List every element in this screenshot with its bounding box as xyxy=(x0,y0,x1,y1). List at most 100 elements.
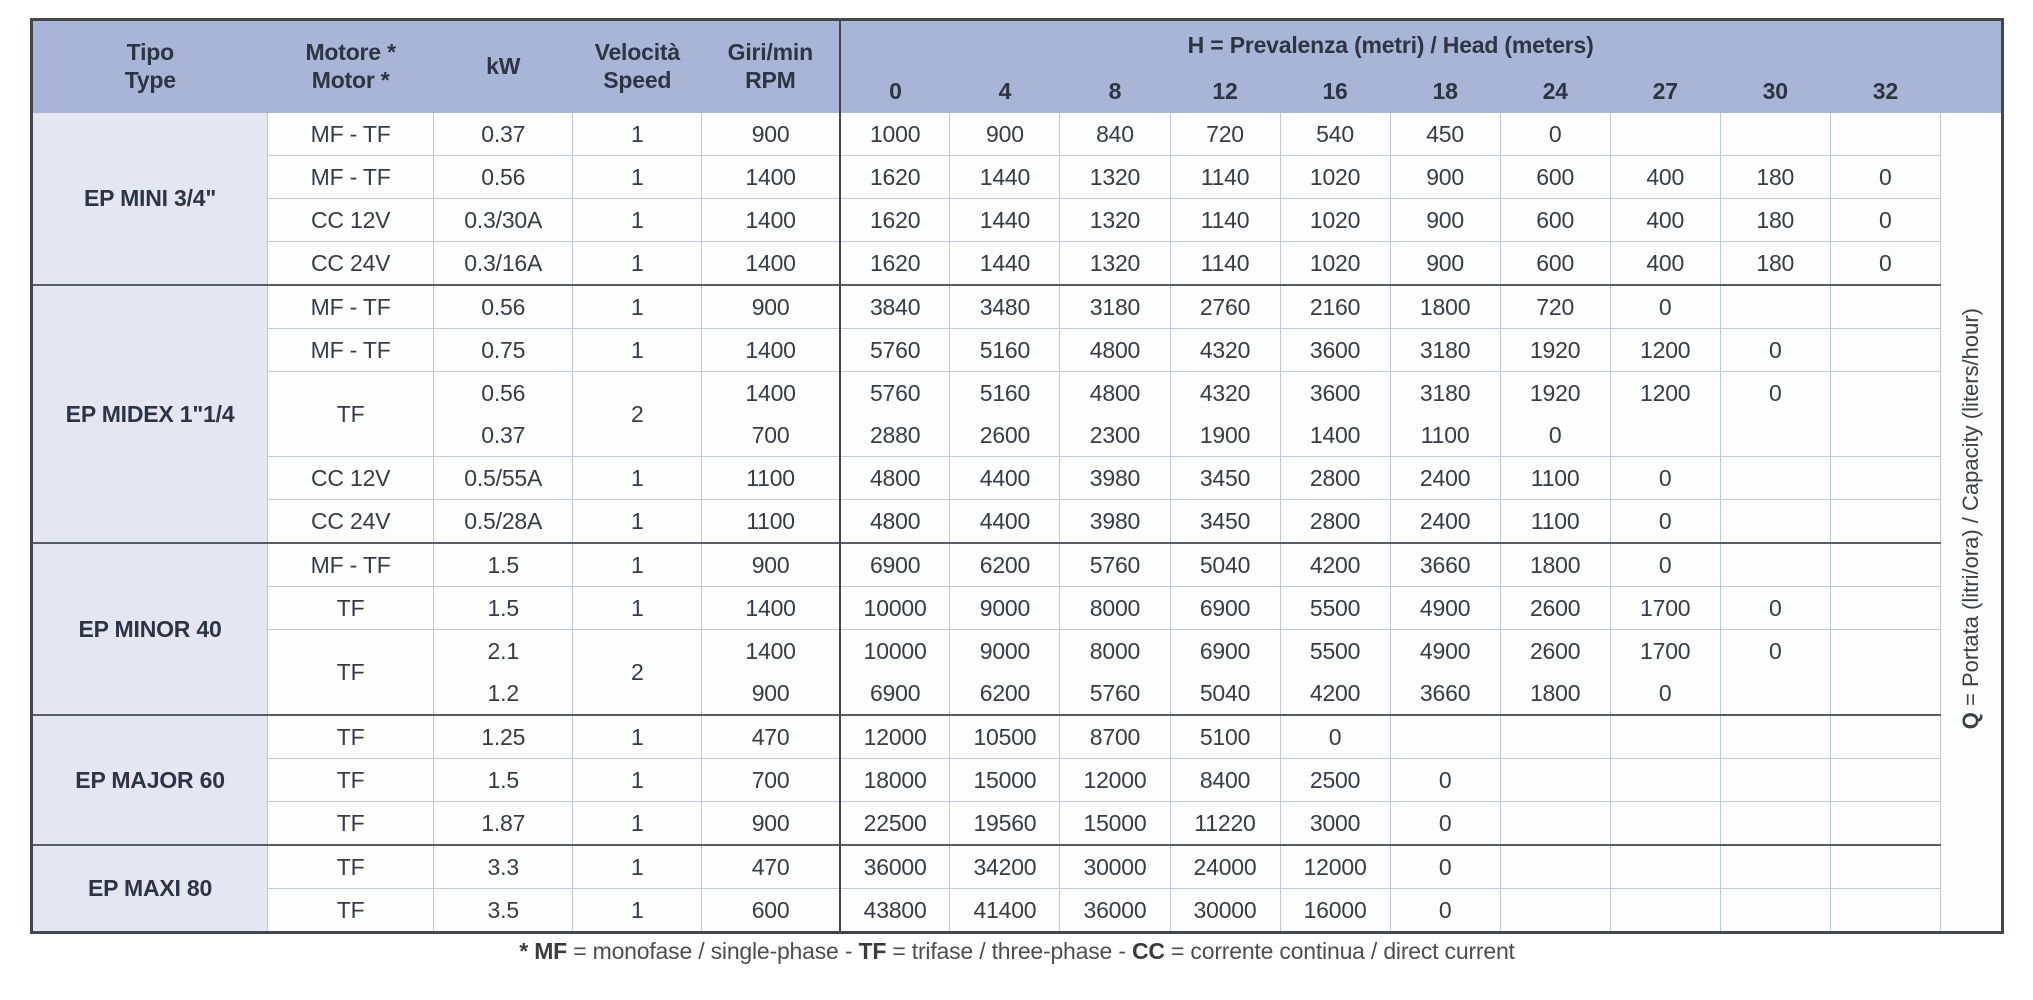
q-value-cell: 900 xyxy=(1389,241,1501,286)
q-value-cell: 6900 xyxy=(838,542,950,587)
h-value: 8 xyxy=(1059,71,1170,113)
col-header-giri-en: RPM xyxy=(745,67,796,93)
speed-cell: 1 xyxy=(572,241,702,286)
motor-cell: TF xyxy=(267,629,434,716)
table-row: EP MAJOR 60 TF 1.25 1 470 12000 10500 8700 5100 0 xyxy=(31,714,2003,846)
motor-cell: MF - TF xyxy=(267,328,434,372)
q-value-cell: 1100 xyxy=(1499,456,1611,500)
q-value-cell: 4200 xyxy=(1279,542,1391,587)
q-value-cell: 3480 xyxy=(949,284,1060,329)
q-axis-label: Q = Portata (litri/ora) / Capacity (lite… xyxy=(1958,308,1984,729)
q-value-cell: 4800 xyxy=(1059,328,1170,372)
q-value-cell xyxy=(1719,672,1831,716)
q-value-cell xyxy=(1829,414,1941,457)
col-header-giri-it: Giri/min xyxy=(727,39,814,66)
motor-cell: MF - TF xyxy=(267,284,434,329)
speed-cell: 1 xyxy=(572,586,702,630)
q-value-cell xyxy=(1829,328,1941,372)
table-row: TF 3.5 1 600 43800 41400 36000 30000 16000 0 xyxy=(32,888,2003,933)
q-value-cell: 8700 xyxy=(1059,714,1170,759)
q-value-cell: 0 xyxy=(1829,241,1941,286)
q-value-cell: 3660 xyxy=(1389,672,1501,716)
motor-cell: MF - TF xyxy=(267,113,434,156)
table-row: TF 1.5 1 700 18000 15000 12000 8400 2500 0 xyxy=(32,758,2003,802)
q-value-cell: 18000 xyxy=(838,758,950,802)
q-value-cell: 0 xyxy=(1719,328,1831,372)
rpm-cell: 900 xyxy=(701,542,840,587)
q-value-cell: 34200 xyxy=(949,844,1060,889)
q-value-cell: 0 xyxy=(1609,284,1721,329)
rpm-cell: 900 xyxy=(701,801,840,846)
footnote: * MF = monofase / single-phase - TF = tr… xyxy=(30,938,2004,965)
q-value-cell: 4900 xyxy=(1389,586,1501,630)
table-row: EP MIDEX 1"1/4 MF - TF 0.56 1 900 3840 3480 318… xyxy=(31,284,2003,544)
q-value-cell: 3180 xyxy=(1389,328,1501,372)
q-value-cell: 3980 xyxy=(1059,499,1170,544)
q-value-cell xyxy=(1829,801,1941,846)
kw-cell: 0.56 xyxy=(433,284,573,329)
table-row: MF - TF 0.75 1 1400 5760 5160 4800 4320 3600 3180… xyxy=(32,328,2003,372)
rpm-cell: 1400 xyxy=(701,155,840,199)
kw-cell: 0.37 xyxy=(433,113,573,156)
q-value-cell: 0 xyxy=(1499,414,1611,457)
col-header-velocita-it: Velocità xyxy=(594,39,681,66)
q-value-cell: 5760 xyxy=(1059,542,1170,587)
q-value-cell: 1320 xyxy=(1059,155,1170,199)
q-value-cell: 0 xyxy=(1389,844,1501,889)
q-value-cell: 1200 xyxy=(1609,371,1721,414)
q-value-cell: 43800 xyxy=(838,888,950,933)
footnote-text-0: = monofase / single-phase - xyxy=(567,938,859,964)
q-value-cell: 4320 xyxy=(1169,328,1281,372)
rpm-cell: 900 xyxy=(701,113,840,156)
footnote-abbrev-1: TF xyxy=(858,938,887,964)
q-value-cell: 2160 xyxy=(1279,284,1391,329)
q-value-cell: 3600 xyxy=(1279,371,1391,414)
h-values-row: 0 4 8 12 16 18 24 27 30 32 xyxy=(32,71,2003,113)
q-value-cell: 0 xyxy=(1279,714,1391,759)
kw-cell: 0.37 xyxy=(433,414,573,457)
q-value-cell: 1020 xyxy=(1279,241,1391,286)
q-value-cell: 1900 xyxy=(1169,414,1281,457)
speed-cell: 1 xyxy=(572,888,702,933)
col-header-motore: Motore * Motor * xyxy=(267,19,434,113)
rpm-cell: 900 xyxy=(701,672,840,716)
rpm-cell: 900 xyxy=(701,284,840,329)
q-value-cell: 4800 xyxy=(1059,371,1170,414)
q-value-cell: 0 xyxy=(1719,586,1831,630)
q-value-cell: 3450 xyxy=(1169,499,1281,544)
q-value-cell: 5760 xyxy=(1059,672,1170,716)
kw-cell: 1.2 xyxy=(433,672,573,716)
q-value-cell: 0 xyxy=(1609,456,1721,500)
speed-cell: 1 xyxy=(572,155,702,199)
q-value-cell: 1440 xyxy=(949,198,1060,242)
q-value-cell xyxy=(1829,456,1941,500)
table-row: CC 12V 0.3/30A 1 1400 1620 1440 1320 1140 1020 90… xyxy=(32,198,2003,242)
q-value-cell: 1400 xyxy=(1279,414,1391,457)
h-value: 12 xyxy=(1170,71,1281,113)
kw-cell: 1.5 xyxy=(433,758,573,802)
q-value-cell: 4800 xyxy=(838,499,950,544)
q-value-cell xyxy=(1719,499,1831,544)
table-row: MF - TF 0.56 1 1400 1620 1440 1320 1140 1020 900 6… xyxy=(32,155,2003,199)
q-value-cell: 0 xyxy=(1609,672,1721,716)
q-value-cell xyxy=(1719,113,1831,156)
q-value-cell: 0 xyxy=(1609,499,1721,544)
motor-cell: CC 24V xyxy=(267,241,434,286)
col-header-motore-en: Motor * xyxy=(311,67,390,93)
q-axis-cell: Q = Portata (litri/ora) / Capacity (lite… xyxy=(1939,113,2003,933)
q-value-cell: 1020 xyxy=(1279,198,1391,242)
q-value-cell: 1100 xyxy=(1389,414,1501,457)
q-value-cell: 180 xyxy=(1719,155,1831,199)
rpm-cell: 1400 xyxy=(701,629,840,672)
q-value-cell xyxy=(1719,542,1831,587)
q-value-cell xyxy=(1609,414,1721,457)
kw-cell: 0.3/30A xyxy=(433,198,573,242)
q-value-cell: 540 xyxy=(1279,113,1391,156)
q-value-cell xyxy=(1719,758,1831,802)
q-value-cell: 30000 xyxy=(1059,844,1170,889)
q-value-cell: 9000 xyxy=(949,586,1060,630)
h-value: 0 xyxy=(838,71,950,113)
q-value-cell: 11220 xyxy=(1169,801,1281,846)
q-value-cell: 2880 xyxy=(838,414,950,457)
q-value-cell: 2400 xyxy=(1389,456,1501,500)
